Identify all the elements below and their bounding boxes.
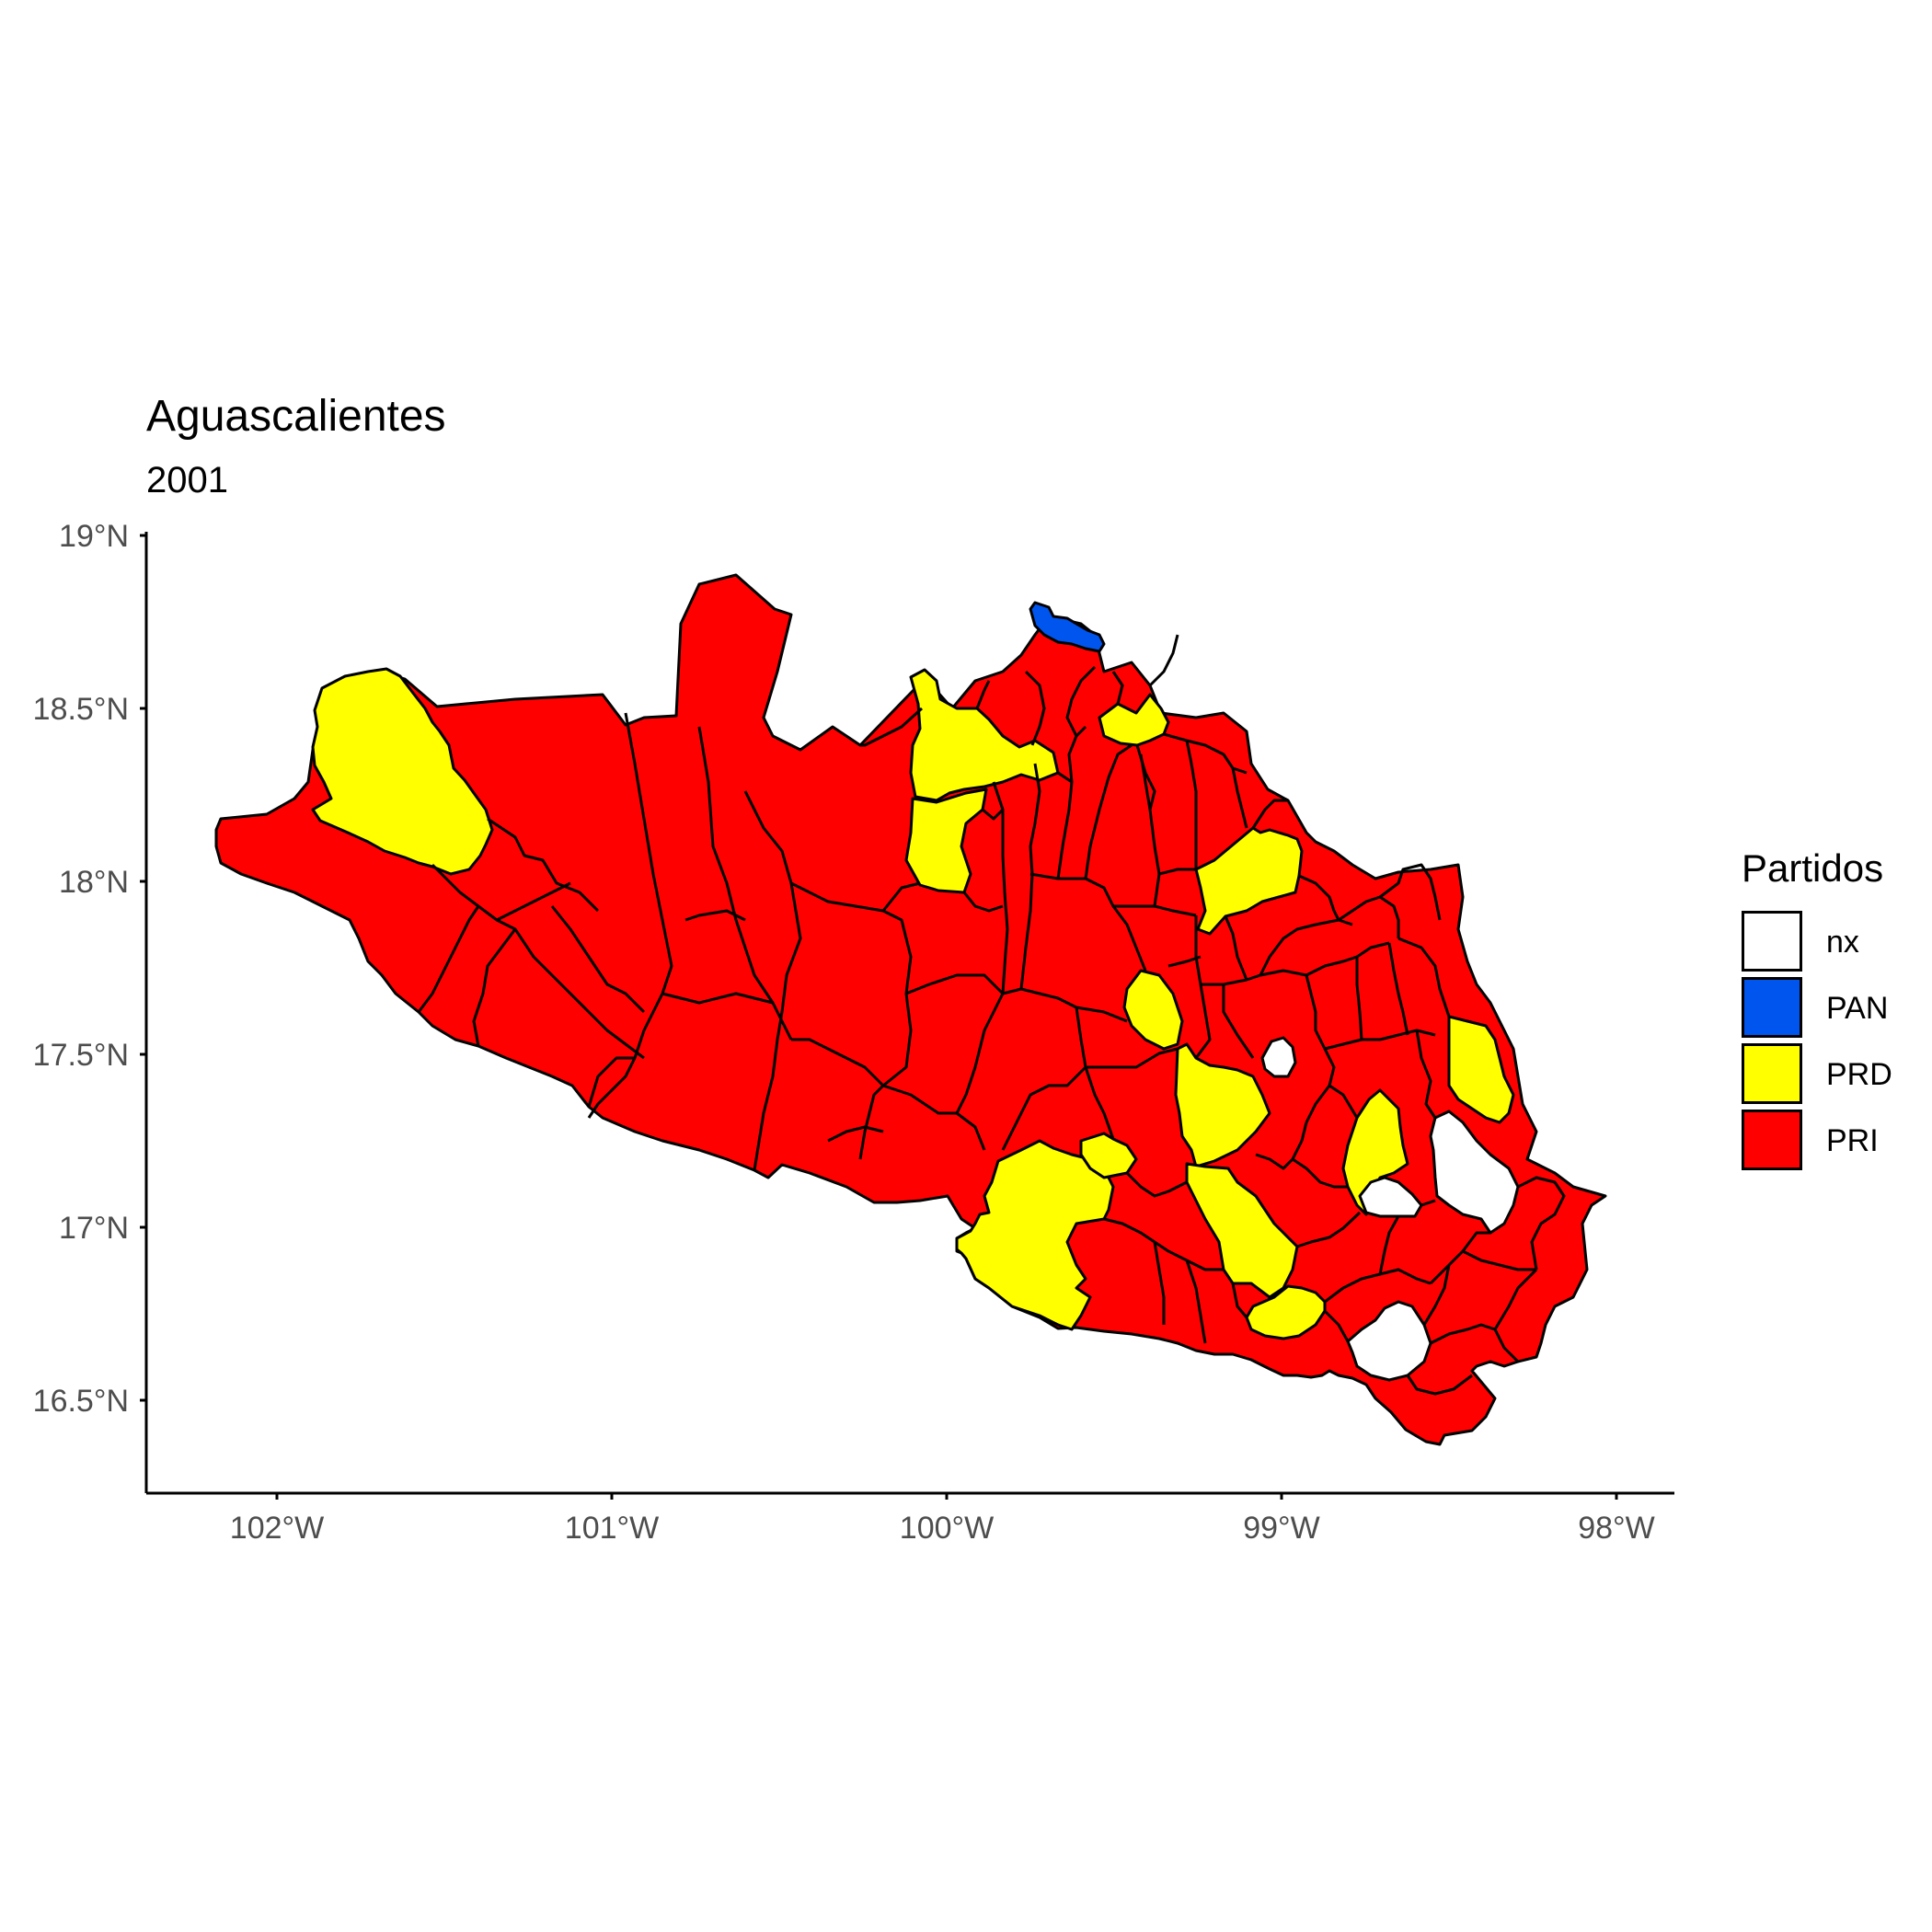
region-prd-north-2 xyxy=(904,788,988,894)
y-tick-label: 17.5°N xyxy=(33,1038,129,1073)
y-tick-label: 17°N xyxy=(59,1211,129,1246)
x-tick-label: 100°W xyxy=(900,1511,994,1546)
legend-item-pan: PAN xyxy=(1742,977,1926,1041)
legend-swatch xyxy=(1742,977,1802,1038)
map-title: Aguascalientes xyxy=(146,392,446,441)
region-prd-center-1 xyxy=(1194,826,1304,936)
y-tick-label: 19°N xyxy=(59,519,129,554)
region-prd-north-3 xyxy=(1098,693,1170,747)
x-tick-label: 102°W xyxy=(230,1511,324,1546)
region-prd-east-2 xyxy=(1447,1015,1515,1124)
municipality-borders xyxy=(417,634,1566,1396)
region-nx-1 xyxy=(1260,1036,1297,1078)
legend-swatch xyxy=(1742,1110,1802,1170)
legend-label: nx xyxy=(1826,925,1859,960)
axes xyxy=(140,532,1674,1500)
region-prd-center-2 xyxy=(1122,969,1184,1051)
region-prd-south-3 xyxy=(1185,1162,1299,1299)
y-tick-label: 18.5°N xyxy=(33,692,129,727)
map-subtitle: 2001 xyxy=(146,460,228,500)
region-prd-south-4 xyxy=(1245,1284,1327,1340)
y-tick-label: 18°N xyxy=(59,865,129,900)
legend-swatch xyxy=(1742,911,1802,972)
legend-item-prd: PRD xyxy=(1742,1043,1926,1108)
region-prd-north-1 xyxy=(909,668,1060,802)
legend-label: PRD xyxy=(1826,1057,1892,1092)
x-tick-label: 101°W xyxy=(565,1511,659,1546)
region-prd-south-2 xyxy=(1079,1132,1138,1179)
legend-swatch xyxy=(1742,1043,1802,1104)
x-tick-label: 98°W xyxy=(1578,1511,1655,1546)
municipality-regions xyxy=(214,573,1607,1446)
region-pan-north xyxy=(1029,601,1106,653)
y-tick-labels: 19°N 18.5°N 18°N 17.5°N 17°N 16.5°N xyxy=(33,519,129,1419)
y-tick-label: 16.5°N xyxy=(33,1384,129,1419)
region-prd-east-1 xyxy=(1341,1088,1409,1216)
x-tick-label: 99°W xyxy=(1243,1511,1320,1546)
region-prd-center-3 xyxy=(1174,1042,1271,1168)
region-nx-2 xyxy=(1429,1110,1520,1235)
legend-label: PAN xyxy=(1826,991,1889,1026)
x-tick-labels: 102°W 101°W 100°W 99°W 98°W xyxy=(230,1511,1655,1546)
legend-item-nx: nx xyxy=(1742,911,1926,975)
region-prd-west xyxy=(311,667,494,876)
legend-label: PRI xyxy=(1826,1123,1879,1158)
legend-item-pri: PRI xyxy=(1742,1110,1926,1174)
legend-title: Partidos xyxy=(1742,846,1884,890)
